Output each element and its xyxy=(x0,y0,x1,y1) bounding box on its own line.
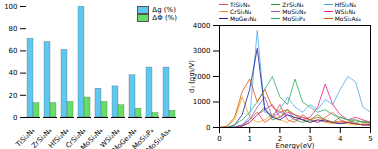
svg-text:0: 0 xyxy=(13,114,17,122)
svg-text:4000: 4000 xyxy=(193,22,211,30)
svg-text:80: 80 xyxy=(9,25,18,33)
html-text:CrSi₂N₄: CrSi₂N₄ xyxy=(230,8,252,15)
html-text:WSi₂N₄: WSi₂N₄ xyxy=(334,8,356,15)
html-text:HfSi₂N₄: HfSi₂N₄ xyxy=(334,1,357,8)
svg-text:1000: 1000 xyxy=(193,98,211,106)
html-text:MoSi₂P₄: MoSi₂P₄ xyxy=(282,15,306,22)
svg-text:2: 2 xyxy=(277,135,283,144)
svg-text:3000: 3000 xyxy=(193,47,211,55)
html-text:ZrSi₂N₄: ZrSi₂N₄ xyxy=(282,1,304,8)
svg-text:60: 60 xyxy=(9,47,18,55)
html-text:MoSi₂N₄: MoSi₂N₄ xyxy=(282,8,306,15)
svg-text:5: 5 xyxy=(368,135,372,143)
svg-text:dᵢⱼ (pm/V): dᵢⱼ (pm/V) xyxy=(188,60,196,93)
svg-text:3: 3 xyxy=(307,135,313,144)
svg-text:Energy(eV): Energy(eV) xyxy=(275,142,314,149)
html-text:MoGe₂N₄: MoGe₂N₄ xyxy=(230,15,257,22)
svg-text:0: 0 xyxy=(217,135,221,143)
svg-text:0: 0 xyxy=(206,124,210,132)
svg-text:MoSi₂As₄: MoSi₂As₄ xyxy=(145,127,173,149)
html-text:MoSi₂As₄: MoSi₂As₄ xyxy=(334,15,361,22)
svg-text:100: 100 xyxy=(4,3,17,11)
svg-text:4: 4 xyxy=(338,135,343,143)
svg-text:40: 40 xyxy=(9,69,18,77)
html-text:ΔΦ (%): ΔΦ (%) xyxy=(152,14,177,22)
svg-text:20: 20 xyxy=(9,92,18,100)
svg-text:1: 1 xyxy=(247,135,251,143)
svg-text:2000: 2000 xyxy=(192,72,211,81)
html-text:Δg (%): Δg (%) xyxy=(152,6,176,14)
html-text:TiSi₂N₄: TiSi₂N₄ xyxy=(230,1,250,8)
